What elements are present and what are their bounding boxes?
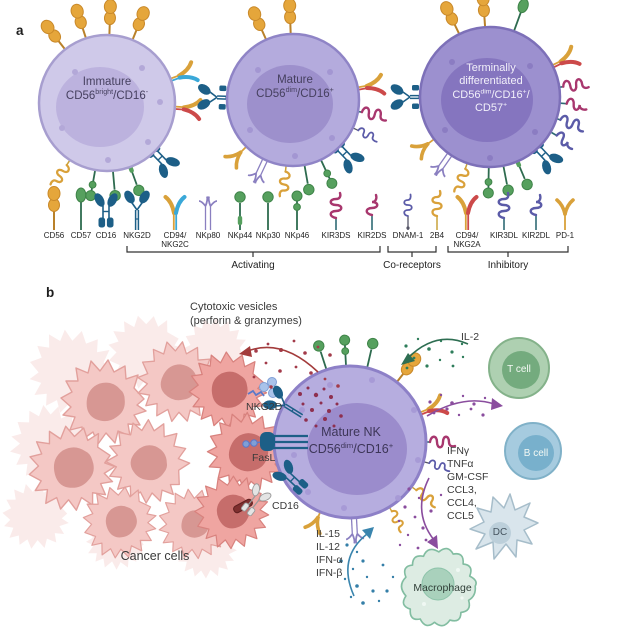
arrow-cytokines-bcell — [426, 398, 503, 417]
panel-b-label: b — [46, 285, 55, 300]
co-receptors-group-label: Co-receptors — [383, 260, 441, 271]
macrophage-cell — [400, 547, 477, 627]
legend-label-nkp46: NKp46 — [284, 231, 310, 240]
2b4-receptor-icon — [431, 189, 443, 232]
legend-label-cd94-nkg2c: CD94/NKG2C — [161, 231, 189, 249]
fasl-trimer-tails — [273, 434, 308, 450]
panel-a-graphics — [37, 0, 590, 257]
legend-label-2b4: 2B4 — [429, 231, 445, 240]
il2-label: IL-2 — [461, 331, 480, 343]
immature-nk-cell — [37, 0, 203, 203]
legend-label-cd16: CD16 — [95, 231, 117, 240]
dendritic-cell — [469, 493, 539, 560]
fasl-synapse — [242, 432, 308, 451]
terminal-nk-cell — [389, 0, 590, 199]
nk-cell-label: Mature NK CD56dim/CD16+ — [308, 425, 394, 456]
nkg2d-label: NKG2D — [246, 401, 283, 413]
arrow-cytokines-macrophage — [420, 477, 438, 549]
legend-label-kir3dl: KIR3DL — [489, 231, 518, 240]
kir2ds-receptor-icon — [365, 193, 379, 232]
cd16-label: CD16 — [272, 500, 299, 512]
panel-b-graphics — [0, 305, 562, 627]
macrophage-label: Macrophage — [413, 582, 472, 594]
cd56-receptor-icon — [47, 185, 61, 231]
legend-label-kir2ds: KIR2DS — [357, 231, 387, 240]
legend-label-nkp80: NKp80 — [195, 231, 221, 240]
nk-b-texture — [291, 377, 421, 511]
macrophage-texture — [422, 568, 464, 606]
panel-a-label: a — [16, 23, 24, 38]
cytokines-bottom-list: IL-15 IL-12 IFN-α IFN-β — [316, 528, 343, 579]
mature-nk-cell-a — [196, 0, 389, 199]
legend-label-pd1: PD-1 — [555, 231, 575, 240]
fas-beads — [242, 439, 258, 448]
mature-cell-texture — [247, 67, 335, 159]
immature-cell-texture — [59, 65, 163, 163]
kir3dl-receptor-icon — [497, 191, 511, 232]
kir3ds-receptor-icon — [329, 191, 343, 232]
cd94-nkg2a-receptor-icon — [455, 195, 479, 232]
legend-label-nkg2d: NKG2D — [123, 231, 151, 240]
fasl-label: FasL — [252, 452, 276, 464]
dnam1-receptor-icon — [403, 193, 413, 231]
mature-cell-label: Mature CD56dim/CD16+ — [256, 74, 334, 100]
terminal-cell-label: Terminally differentiated CD56dim/CD16+/… — [452, 62, 530, 115]
b-cell-label: B cell — [523, 448, 549, 459]
legend-label-nkp44: NKp44 — [227, 231, 253, 240]
mature-nk-cell-b — [272, 333, 457, 545]
cd57-receptor-icon — [75, 187, 87, 231]
arrow-il2 — [401, 338, 469, 365]
b-cell — [504, 422, 562, 480]
cd94-nkg2c-receptor-icon — [163, 195, 187, 232]
nkg2d-ligand-stem — [247, 389, 265, 397]
activating-group-label: Activating — [231, 260, 275, 271]
fasl-trimer-head — [260, 432, 275, 451]
pd1-receptor-icon — [555, 198, 575, 232]
nkp80-receptor-icon — [198, 195, 218, 231]
il15-dots — [339, 543, 395, 605]
legend-label-cd56: CD56 — [43, 231, 65, 240]
legend-label-cd57: CD57 — [70, 231, 92, 240]
dc-label: DC — [492, 527, 508, 538]
legend-label-cd94-nkg2a: CD94/NKG2A — [453, 231, 481, 249]
cytokine-dots-dc — [397, 487, 443, 550]
cytokines-right-list: IFNγ TNFα GM-CSF CCL3, CCL4, CCL5 — [447, 445, 489, 522]
legend-label-nkp30: NKp30 — [255, 231, 281, 240]
cd16-receptor-icon — [92, 191, 120, 228]
cytotoxic-vesicle-dots-inside — [298, 386, 343, 428]
cd16-synapse — [233, 455, 314, 521]
nkp46-receptor-icon — [291, 190, 303, 231]
cancer-cells-label: Cancer cells — [120, 549, 190, 563]
receptor-group-brackets — [126, 246, 569, 257]
nkg2d-synapse — [247, 377, 311, 429]
arrow-il15-nk — [347, 527, 374, 597]
cytotoxic-vesicles-label: Cytotoxic vesicles (perforin & granzymes… — [190, 301, 302, 328]
legend-label-kir3ds: KIR3DS — [321, 231, 351, 240]
arrow-cytotoxic-vesicles — [239, 346, 319, 373]
t-cell-label: T cell — [507, 364, 531, 375]
nkp30-receptor-icon — [261, 190, 275, 231]
co-receptors-bracket — [387, 246, 437, 253]
terminal-cell-texture — [442, 59, 538, 161]
t-cell — [488, 337, 550, 399]
immature-cell-label: Immature CD56bright/CD16- — [65, 76, 149, 102]
kir2dl-receptor-icon — [529, 193, 543, 232]
inhibitory-group-label: Inhibitory — [487, 260, 529, 271]
nkp44-receptor-icon — [235, 192, 245, 230]
legend-label-kir2dl: KIR2DL — [521, 231, 550, 240]
legend-label-dnam1: DNAM-1 — [392, 231, 424, 240]
